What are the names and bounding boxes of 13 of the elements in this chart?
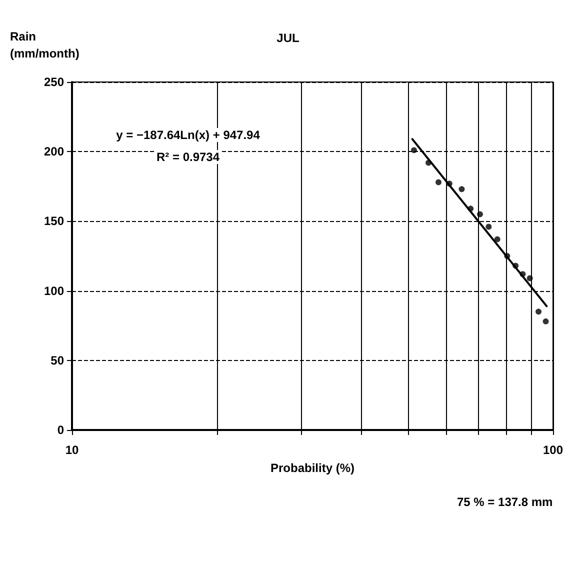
y-tick-label: 150 — [44, 214, 64, 228]
y-tick-label: 50 — [50, 353, 64, 368]
annotation: y = −187.64Ln(x) + 947.94 — [116, 128, 260, 142]
y-tick-label: 0 — [57, 423, 64, 437]
x-tick-label: 10 — [65, 443, 79, 457]
x-axis-title: Probability (%) — [270, 461, 355, 475]
text: 75 % = 137.8 mm — [457, 495, 553, 509]
y-tick-label: 200 — [44, 144, 64, 159]
y-axis-title: Rain (mm/month) — [10, 30, 80, 60]
y-tick-label: 100 — [44, 284, 64, 298]
y-tick-label: 250 — [44, 75, 64, 89]
chart-title: JUL — [276, 31, 300, 45]
annotation: R² = 0.9734 — [156, 150, 220, 164]
